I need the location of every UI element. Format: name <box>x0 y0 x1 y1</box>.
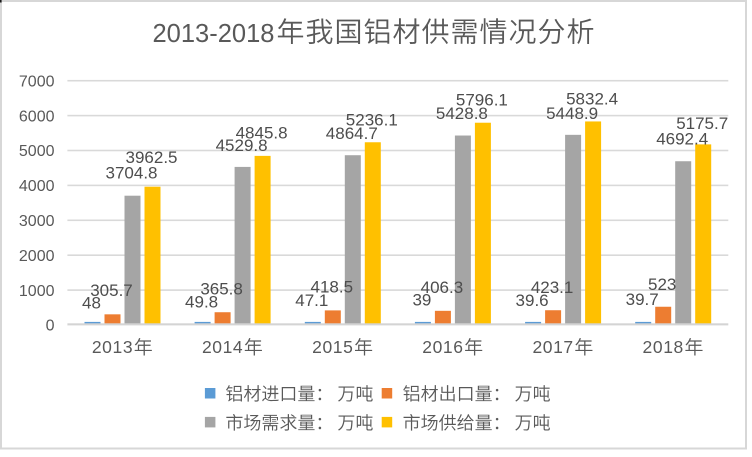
svg-text:2013: 2013 <box>92 337 133 357</box>
svg-text:49.8: 49.8 <box>185 292 218 311</box>
svg-text:4529.8: 4529.8 <box>216 136 268 155</box>
svg-text:2016: 2016 <box>422 337 463 357</box>
svg-text:48: 48 <box>82 294 101 313</box>
svg-text:4845.8: 4845.8 <box>236 124 288 143</box>
svg-text:1000: 1000 <box>19 283 55 300</box>
svg-text:4692.4: 4692.4 <box>656 130 708 149</box>
svg-text:2013-2018: 2013-2018 <box>153 20 275 48</box>
svg-text:2014: 2014 <box>202 337 243 357</box>
svg-text:418.5: 418.5 <box>311 278 354 297</box>
svg-text:6000: 6000 <box>19 108 55 125</box>
svg-text:39.7: 39.7 <box>626 290 659 309</box>
svg-text:47.1: 47.1 <box>295 291 328 310</box>
svg-text:7000: 7000 <box>19 73 55 90</box>
svg-text:4864.7: 4864.7 <box>326 124 378 143</box>
svg-text:39.6: 39.6 <box>516 291 549 310</box>
svg-text:523: 523 <box>648 275 676 294</box>
svg-text:2015: 2015 <box>312 337 353 357</box>
svg-text:5448.9: 5448.9 <box>546 104 598 123</box>
svg-text:365.8: 365.8 <box>200 280 243 299</box>
svg-text:5796.1: 5796.1 <box>456 91 508 110</box>
svg-text:5000: 5000 <box>19 143 55 160</box>
svg-text:3704.8: 3704.8 <box>106 163 158 182</box>
svg-text:5832.4: 5832.4 <box>566 90 618 109</box>
svg-text:423.1: 423.1 <box>531 278 574 297</box>
svg-text:2000: 2000 <box>19 248 55 265</box>
svg-text:3000: 3000 <box>19 213 55 230</box>
svg-text:39: 39 <box>412 290 431 309</box>
svg-text:0: 0 <box>46 318 55 335</box>
svg-text:5428.8: 5428.8 <box>436 104 488 123</box>
svg-text:3962.5: 3962.5 <box>126 148 178 167</box>
svg-text:2018: 2018 <box>643 337 684 357</box>
svg-text:2017: 2017 <box>532 337 573 357</box>
svg-text:5175.7: 5175.7 <box>676 114 728 133</box>
svg-text:305.7: 305.7 <box>90 281 133 300</box>
svg-text:4000: 4000 <box>19 178 55 195</box>
svg-text:5236.1: 5236.1 <box>346 110 398 129</box>
svg-text:406.3: 406.3 <box>421 278 464 297</box>
